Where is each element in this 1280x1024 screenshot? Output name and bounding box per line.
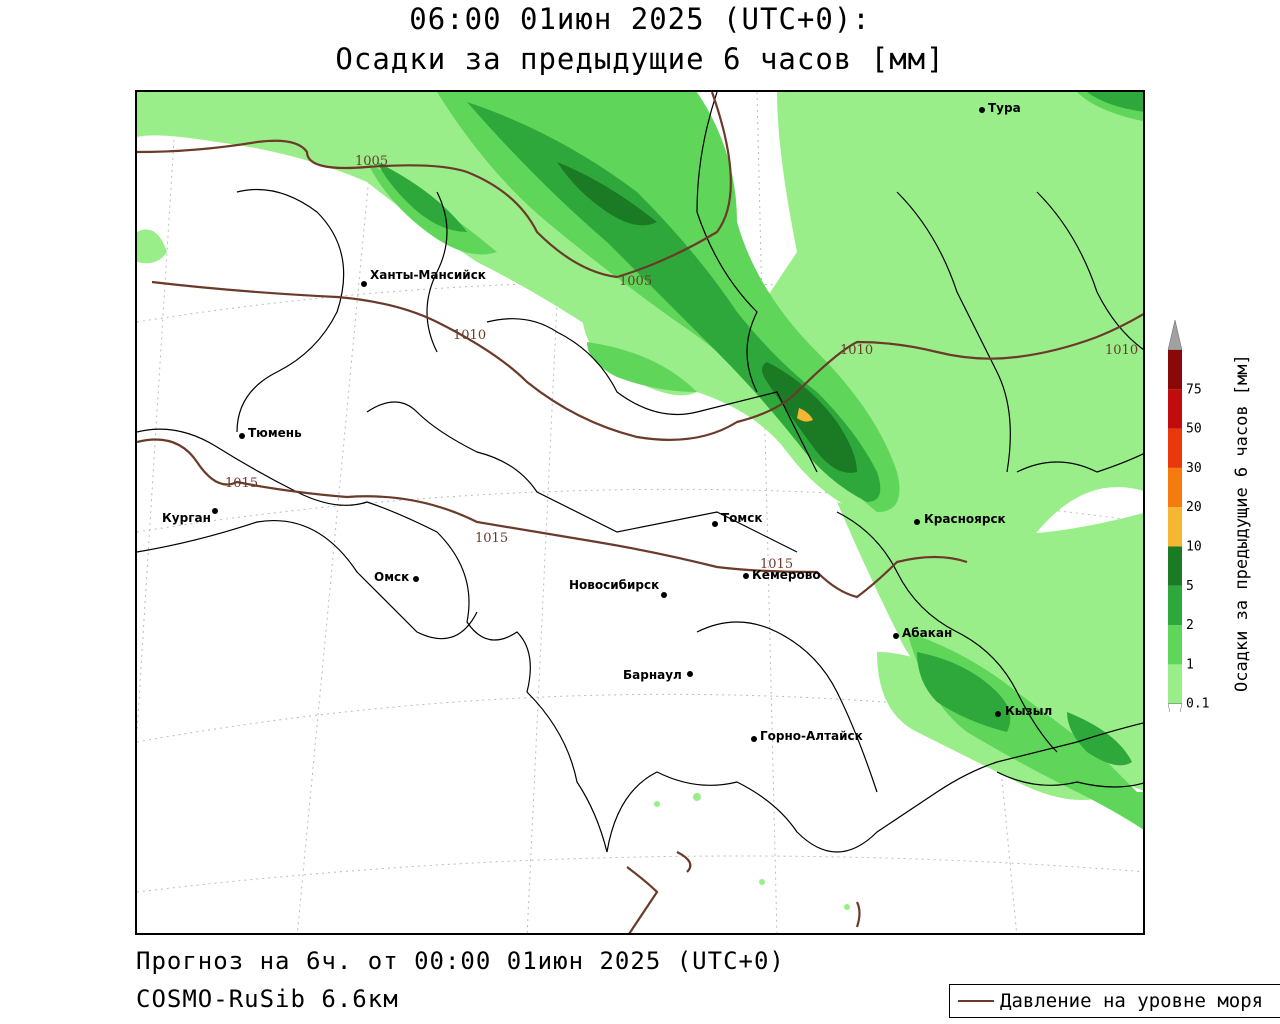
colorbar-segment bbox=[1168, 467, 1182, 508]
city-gorno-altaysk: Горно-Алтайск bbox=[751, 729, 863, 743]
colorbar-segment bbox=[1168, 546, 1182, 586]
legend: Давление на уровне моря bbox=[949, 984, 1280, 1018]
colorbar-segment bbox=[1168, 350, 1182, 390]
isobar-label: 1015 bbox=[225, 476, 258, 491]
map-panel: 1005 1005 1010 1010 1010 1015 1015 1015 … bbox=[135, 90, 1145, 935]
svg-text:Тюмень: Тюмень bbox=[248, 426, 302, 440]
colorbar-tick-label: 20 bbox=[1186, 500, 1202, 515]
borders bbox=[137, 92, 1143, 853]
cities: Тура Ханты-Мансийск Тюмень Курган Омск Т… bbox=[162, 101, 1052, 743]
colorbar-top-arrow bbox=[1167, 319, 1183, 351]
city-tyumen: Тюмень bbox=[239, 426, 302, 440]
colorbar-segment bbox=[1168, 389, 1182, 429]
svg-text:Омск: Омск bbox=[374, 570, 409, 584]
svg-text:Кемерово: Кемерово bbox=[752, 568, 821, 582]
colorbar-segments bbox=[1167, 319, 1183, 734]
model-info: COSMO-RuSib 6.6км bbox=[136, 985, 399, 1013]
colorbar-segment bbox=[1168, 428, 1182, 468]
svg-text:Томск: Томск bbox=[721, 511, 763, 525]
colorbar-tick-label: 10 bbox=[1186, 540, 1202, 555]
city-krasnoyarsk: Красноярск bbox=[914, 512, 1006, 526]
svg-text:Новосибирск: Новосибирск bbox=[569, 578, 659, 592]
isobar-label: 1010 bbox=[1105, 343, 1138, 358]
isobar-labels: 1005 1005 1010 1010 1010 1015 1015 1015 bbox=[225, 154, 1138, 572]
legend-label: Давление на уровне моря bbox=[1000, 990, 1264, 1012]
city-abakan: Абакан bbox=[893, 626, 952, 640]
forecast-info: Прогноз на 6ч. от 00:00 01июн 2025 (UTC+… bbox=[136, 947, 785, 975]
city-tura: Тура bbox=[979, 101, 1021, 115]
colorbar-tick-label: 0.1 bbox=[1186, 697, 1209, 712]
svg-text:Горно-Алтайск: Горно-Алтайск bbox=[760, 729, 863, 743]
colorbar-tick-label: 1 bbox=[1186, 657, 1194, 672]
map-title-line1: 06:00 01июн 2025 (UTC+0): bbox=[409, 2, 871, 36]
city-kemerovo: Кемерово bbox=[743, 568, 821, 582]
city-barnaul: Барнаул bbox=[623, 668, 693, 682]
colorbar-tick-label: 50 bbox=[1186, 422, 1202, 437]
city-tomsk: Томск bbox=[712, 511, 763, 527]
colorbar-tick-label: 5 bbox=[1186, 579, 1194, 594]
isobar-label: 1015 bbox=[475, 531, 508, 546]
svg-text:Барнаул: Барнаул bbox=[623, 668, 682, 682]
colorbar-segment bbox=[1168, 585, 1182, 626]
city-khanty-mansiysk: Ханты-Мансийск bbox=[361, 268, 486, 287]
svg-text:Кызыл: Кызыл bbox=[1005, 704, 1052, 718]
city-omsk: Омск bbox=[374, 570, 419, 584]
isobars bbox=[137, 92, 1143, 933]
colorbar-segment bbox=[1168, 507, 1182, 547]
isobar-label: 1010 bbox=[840, 343, 873, 358]
svg-text:Красноярск: Красноярск bbox=[924, 512, 1006, 526]
isobar-label: 1015 bbox=[760, 557, 793, 572]
svg-text:Тура: Тура bbox=[988, 101, 1021, 115]
precipitation-layer bbox=[137, 92, 1143, 910]
colorbar-tick-label: 30 bbox=[1186, 461, 1202, 476]
colorbar-ticks: 0.1 1 2 5 10 20 30 50 75 bbox=[1186, 382, 1209, 711]
map-title-line2: Осадки за предыдущие 6 часов [мм] bbox=[335, 42, 945, 76]
svg-text:Абакан: Абакан bbox=[902, 626, 952, 640]
colorbar-segment bbox=[1168, 664, 1182, 704]
city-kurgan: Курган bbox=[162, 508, 218, 525]
isobar-label: 1005 bbox=[355, 154, 388, 169]
isobar-label: 1010 bbox=[453, 328, 486, 343]
colorbar-tick-label: 75 bbox=[1186, 382, 1202, 397]
city-novosibirsk: Новосибирск bbox=[569, 578, 667, 598]
city-kyzyl: Кызыл bbox=[995, 704, 1052, 718]
svg-text:Ханты-Мансийск: Ханты-Мансийск bbox=[370, 268, 486, 282]
isobar-label: 1005 bbox=[619, 274, 652, 289]
precip-extreme bbox=[797, 408, 813, 422]
colorbar-tick-label: 2 bbox=[1186, 618, 1194, 633]
legend-line-swatch bbox=[958, 1000, 994, 1002]
svg-text:Курган: Курган bbox=[162, 511, 211, 525]
colorbar-segment bbox=[1168, 625, 1182, 665]
colorbar-bottom-arrow bbox=[1167, 703, 1183, 734]
colorbar-label: Осадки за предыдущие 6 часов [мм] bbox=[1232, 354, 1252, 692]
